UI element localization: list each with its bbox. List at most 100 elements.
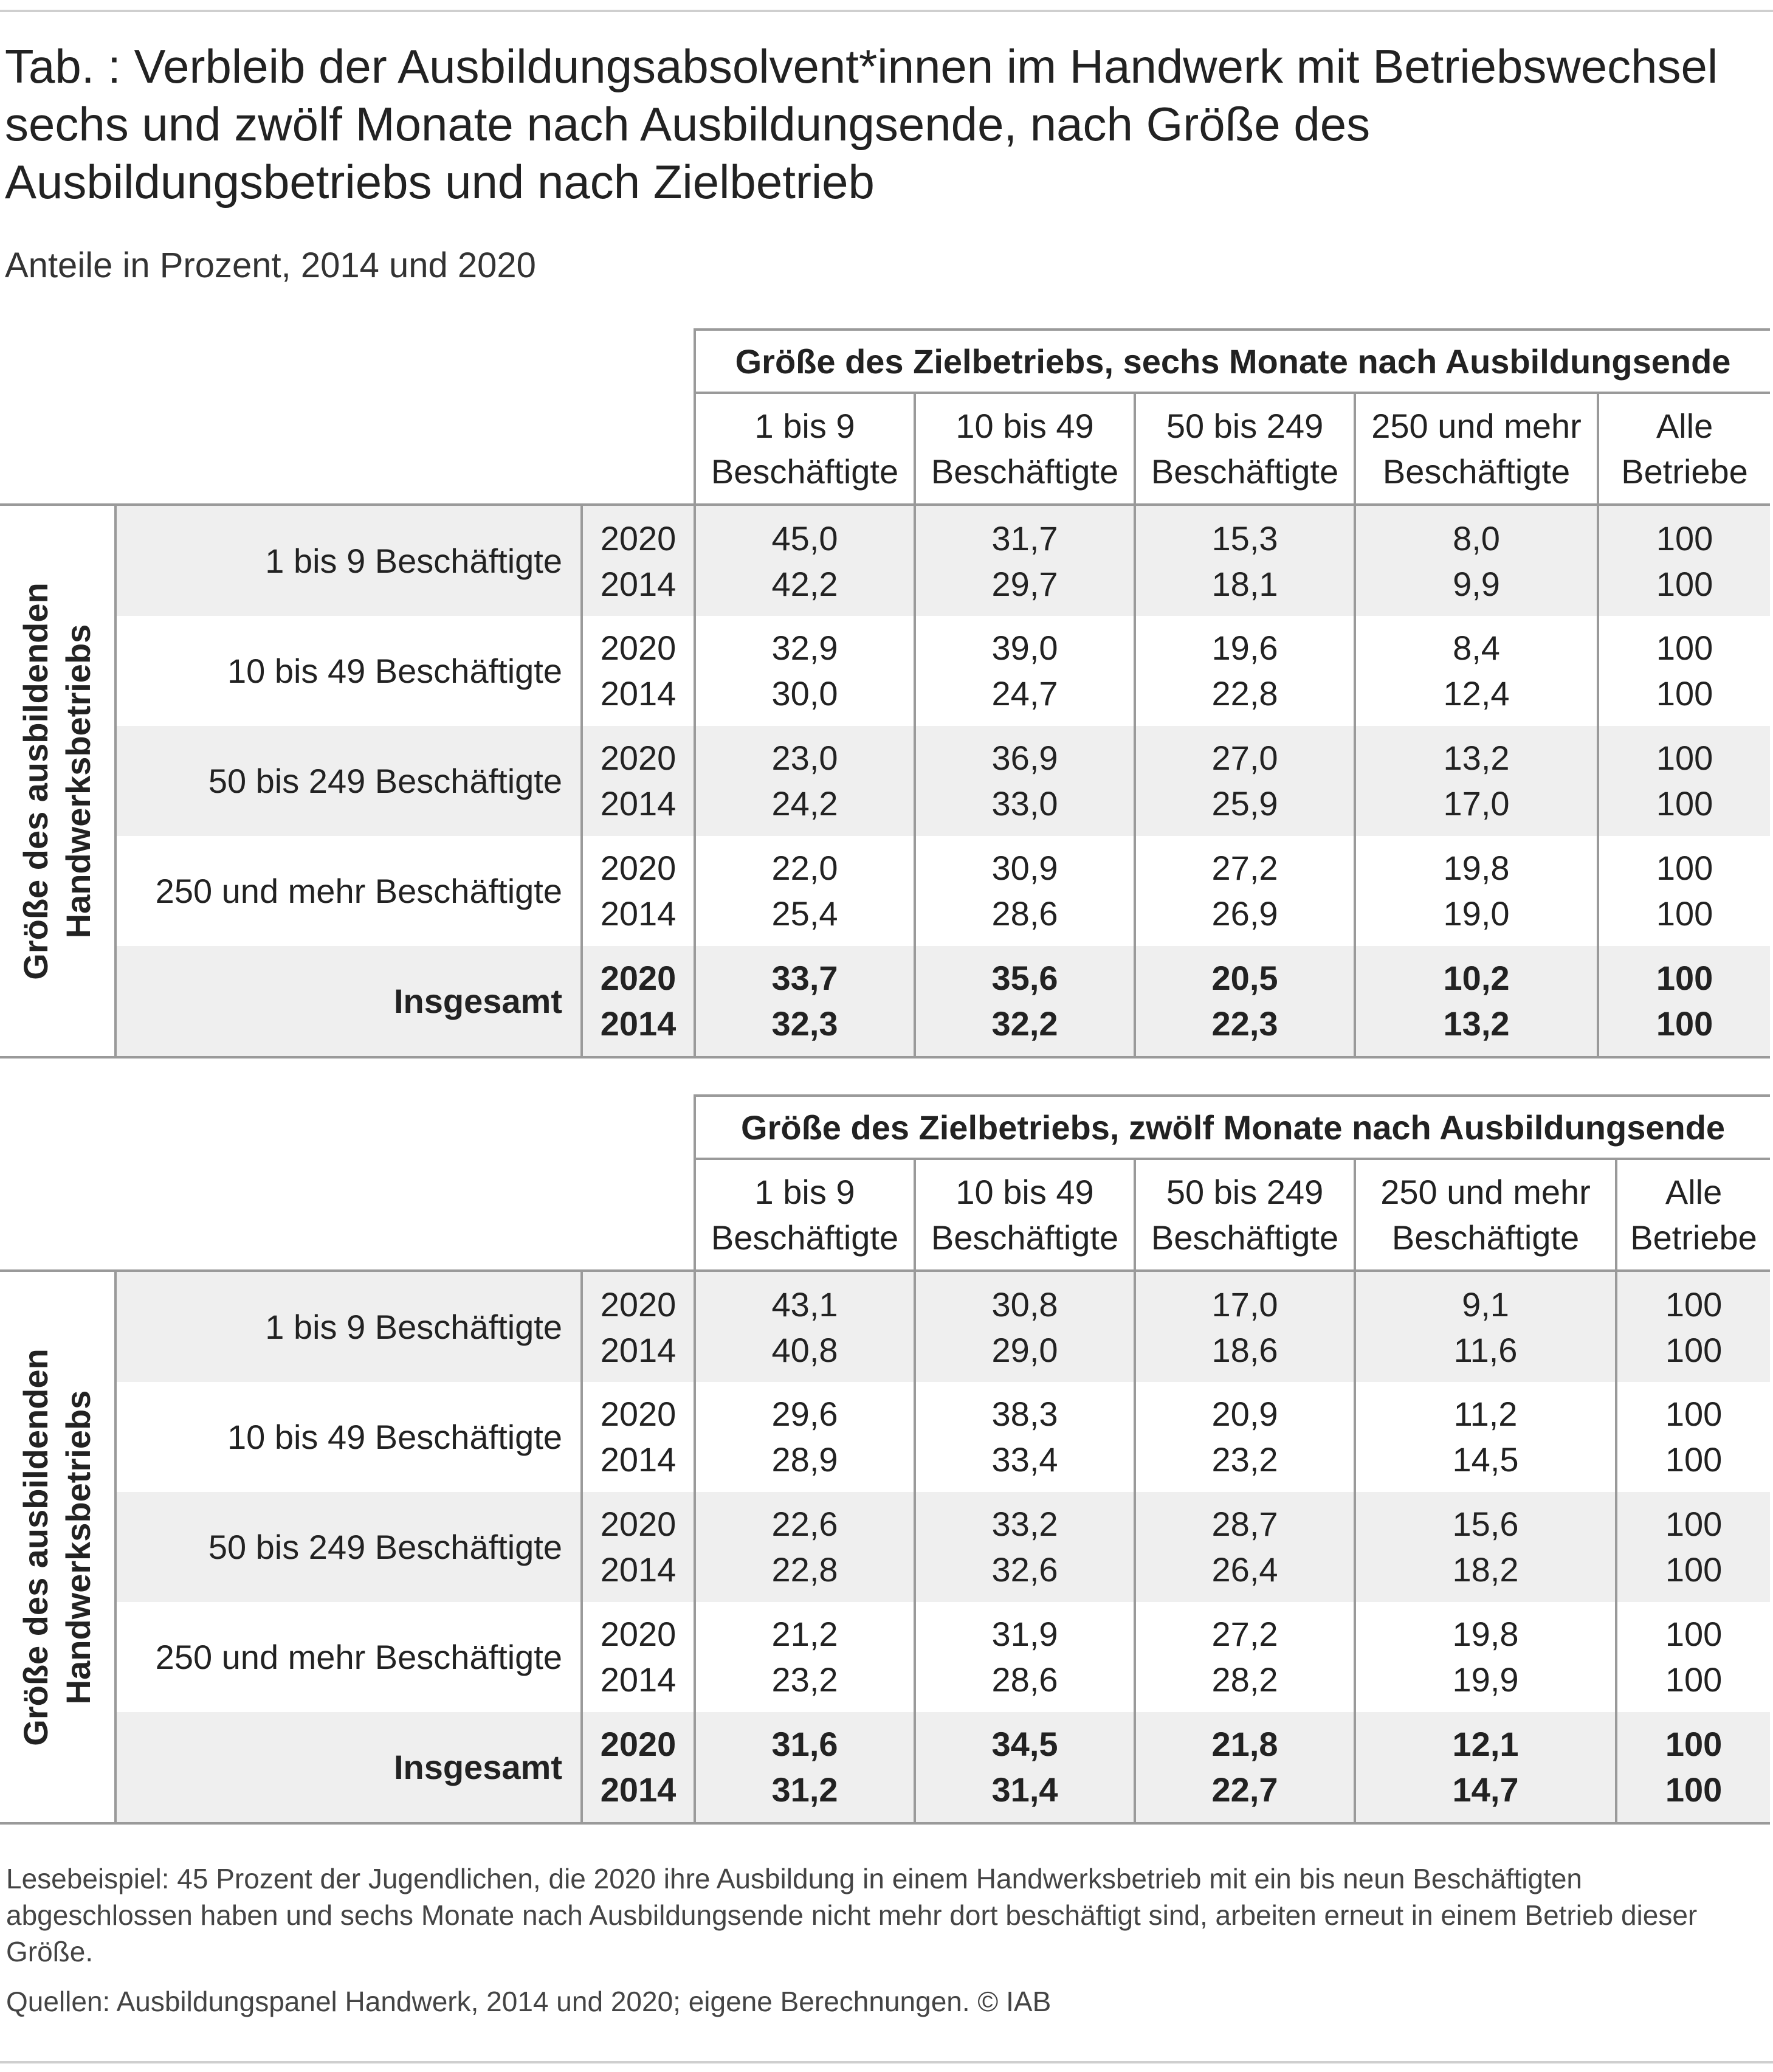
page-title: Tab. : Verbleib der Ausbildungsabsolvent…: [5, 40, 1718, 209]
table-row: 50 bis 249 Beschäftigte 2020 2014 22,6 22,…: [0, 1491, 1771, 1602]
column-header: Alle Betriebe: [1597, 393, 1771, 506]
value-cell: 17,0 18,6: [1135, 1271, 1357, 1382]
source-note: Quellen: Ausbildungspanel Handwerk, 2014…: [6, 1986, 1052, 2017]
value-cell: 11,2 14,5: [1355, 1382, 1618, 1492]
value-cell: 100 100: [1598, 725, 1771, 836]
data-table: Größe des Zielbetriebs, sechs Monate nac…: [0, 328, 1771, 1059]
row-label: 250 und mehr Beschäftigte: [115, 835, 583, 946]
value-cell: 100 100: [1598, 505, 1771, 616]
value-cell: 39,0 24,7: [915, 616, 1137, 726]
row-label: 50 bis 249 Beschäftigte: [115, 1491, 583, 1602]
value-cell: 15,6 18,2: [1355, 1491, 1618, 1602]
table-row: 10 bis 49 Beschäftigte 2020 2014 29,6 28,9…: [0, 1382, 1770, 1492]
row-label: 250 und mehr Beschäftigte: [115, 1601, 583, 1712]
value-cell: 28,7 26,4: [1135, 1491, 1357, 1602]
row-label: Insgesamt: [115, 945, 583, 1059]
year-cell: 2020 2014: [582, 945, 697, 1059]
value-cell: 10,2 13,2: [1355, 945, 1600, 1059]
value-cell: 27,2 28,2: [1135, 1601, 1357, 1712]
column-header: 10 bis 49 Beschäftigte: [914, 393, 1135, 506]
page-subtitle: Anteile in Prozent, 2014 und 2020: [5, 246, 536, 285]
value-cell: 20,5 22,3: [1135, 945, 1357, 1059]
value-cell: 9,1 11,6: [1355, 1271, 1618, 1382]
value-cell: 33,7 32,3: [695, 945, 917, 1059]
column-header: 50 bis 249 Beschäftigte: [1134, 1159, 1355, 1272]
row-label: 1 bis 9 Beschäftigte: [115, 1271, 583, 1382]
table-row: Größe des ausbildenden Handwerksbetriebs…: [0, 1271, 1771, 1825]
value-cell: 100 100: [1616, 1711, 1771, 1825]
value-cell: 36,9 33,0: [915, 725, 1137, 836]
table-corner: [0, 393, 695, 506]
value-cell: 12,1 14,7: [1355, 1711, 1618, 1825]
value-cell: 8,4 12,4: [1355, 616, 1600, 726]
year-cell: 2020 2014: [582, 1711, 697, 1825]
value-cell: 31,6 31,2: [695, 1711, 917, 1825]
value-cell: 100 100: [1656, 629, 1713, 713]
value-cell: 21,2 23,2: [695, 1601, 917, 1712]
year-cell: 2020 2014: [582, 835, 697, 946]
table-corner: [0, 1096, 695, 1159]
value-cell: 32,9 30,0: [695, 616, 917, 726]
value-cell: 27,2 26,9: [1135, 835, 1357, 946]
row-label: 10 bis 49 Beschäftigte: [115, 1382, 583, 1492]
row-label: Insgesamt: [115, 1711, 583, 1825]
value-cell: 43,1 40,8: [695, 1271, 917, 1382]
value-cell: 22,6 22,8: [695, 1491, 917, 1602]
value-cell: 29,6 28,9: [695, 1382, 917, 1492]
table-corner: [0, 1159, 695, 1272]
value-cell: 100 100: [1598, 945, 1771, 1059]
column-header: Alle Betriebe: [1615, 1159, 1771, 1272]
bottom-rule: [0, 2061, 1773, 2063]
value-cell: 19,8 19,0: [1355, 835, 1600, 946]
year-cell: 2020 2014: [582, 1491, 697, 1602]
year-cell: 2020 2014: [582, 505, 697, 616]
table-row: 250 und mehr Beschäftigte 2020 2014 21,2 2…: [0, 1601, 1770, 1712]
table-row-total: Insgesamt 2020 2014 31,6 31,2 34,5 31,4 21,…: [0, 1711, 1771, 1825]
group-header: Größe des Zielbetriebs, sechs Monate nac…: [694, 328, 1771, 394]
value-cell: 27,0 25,9: [1135, 725, 1357, 836]
value-cell: 31,9 28,6: [915, 1601, 1137, 1712]
column-header: 1 bis 9 Beschäftigte: [694, 393, 915, 506]
column-header: 10 bis 49 Beschäftigte: [914, 1159, 1135, 1272]
reading-example-note: Lesebeispiel: 45 Prozent der Jugendliche…: [6, 1863, 1698, 1967]
year-cell: 2020 2014: [582, 1382, 697, 1492]
year-cell: 2020 2014: [582, 616, 697, 726]
row-label: 1 bis 9 Beschäftigte: [115, 505, 583, 616]
value-cell: 8,0 9,9: [1355, 505, 1600, 616]
value-cell: 21,8 22,7: [1135, 1711, 1357, 1825]
value-cell: 38,3 33,4: [915, 1382, 1137, 1492]
row-group-label: Größe des ausbildenden Handwerksbetriebs: [0, 505, 117, 1058]
row-group-label: Größe des ausbildenden Handwerksbetriebs: [0, 1271, 117, 1825]
value-cell: 100 100: [1616, 1491, 1771, 1602]
data-table: Größe des Zielbetriebs, zwölf Monate nac…: [0, 1094, 1771, 1825]
value-cell: 34,5 31,4: [915, 1711, 1137, 1825]
table-row: 10 bis 49 Beschäftigte 2020 2014 32,9 30,0…: [0, 616, 1770, 726]
row-label: 10 bis 49 Beschäftigte: [115, 616, 583, 726]
table-row: 50 bis 249 Beschäftigte 2020 2014 23,0 24,…: [0, 725, 1771, 836]
value-cell: 19,6 22,8: [1135, 616, 1357, 726]
table-six-months: Größe des Zielbetriebs, sechs Monate nac…: [0, 328, 1771, 1059]
value-cell: 20,9 23,2: [1135, 1382, 1357, 1492]
row-label: 50 bis 249 Beschäftigte: [115, 725, 583, 836]
value-cell: 31,7 29,7: [915, 505, 1137, 616]
value-cell: 100 100: [1665, 1395, 1723, 1479]
value-cell: 22,0 25,4: [695, 835, 917, 946]
table-row: Größe des ausbildenden Handwerksbetriebs…: [0, 505, 1771, 1058]
value-cell: 35,6 32,2: [915, 945, 1137, 1059]
column-header: 1 bis 9 Beschäftigte: [694, 1159, 915, 1272]
value-cell: 19,8 19,9: [1355, 1601, 1618, 1712]
year-cell: 2020 2014: [582, 1601, 697, 1712]
top-rule: [0, 10, 1773, 12]
table-row: 250 und mehr Beschäftigte 2020 2014 22,0 2…: [0, 835, 1770, 946]
table-row-total: Insgesamt 2020 2014 33,7 32,3 35,6 32,2 20,…: [0, 945, 1771, 1059]
value-cell: 45,0 42,2: [695, 505, 917, 616]
value-cell: 100 100: [1616, 1271, 1771, 1382]
column-header: 250 und mehr Beschäftigte: [1354, 393, 1599, 506]
value-cell: 30,8 29,0: [915, 1271, 1137, 1382]
column-header: 50 bis 249 Beschäftigte: [1134, 393, 1355, 506]
column-header: 250 und mehr Beschäftigte: [1354, 1159, 1617, 1272]
table-corner: [0, 330, 695, 393]
value-cell: 33,2 32,6: [915, 1491, 1137, 1602]
value-cell: 15,3 18,1: [1135, 505, 1357, 616]
value-cell: 30,9 28,6: [915, 835, 1137, 946]
